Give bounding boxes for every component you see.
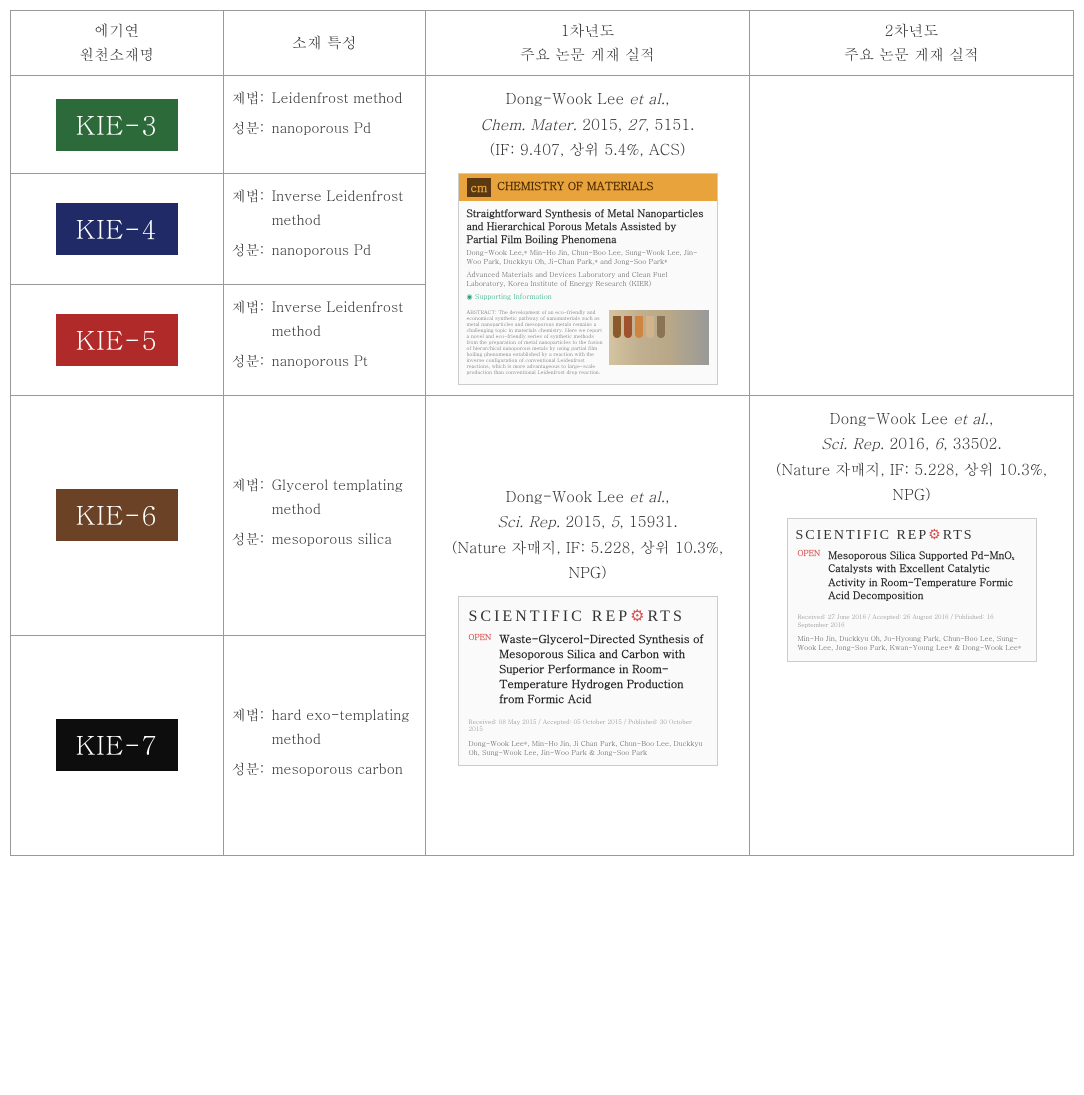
spec-cell: 제법:Glycerol templating method 성분:mesopor… — [223, 395, 425, 635]
paper-thumb-sr1: SCIENTIFIC REP⚙RTS OPEN Waste-Glycerol-D… — [458, 596, 718, 767]
sr-authors: Dong-Wook Lee*, Min-Ho Jin, Ji Chan Park… — [459, 739, 717, 765]
cm-logo-text: CHEMISTRY OF MATERIALS — [497, 180, 653, 194]
paper-abstract: ABSTRACT: The development of an eco-frie… — [467, 310, 605, 376]
spec-method-value: Inverse Leidenfrost method — [272, 295, 417, 343]
paper-abstract-image — [609, 310, 709, 365]
cm-header: cm CHEMISTRY OF MATERIALS — [459, 174, 717, 202]
badge-kie-5: KIE-5 — [56, 314, 178, 366]
pub-year2-bottom: Dong-Wook Lee et al., Sci. Rep. 2016, 6,… — [750, 395, 1074, 855]
spec-component-value: mesoporous silica — [272, 527, 417, 551]
pub-year1-bottom: Dong-Wook Lee et al., Sci. Rep. 2015, 5,… — [426, 395, 750, 855]
paper-affil: Advanced Materials and Devices Laborator… — [459, 270, 717, 292]
citation-3: Dong-Wook Lee et al., Sci. Rep. 2016, 6,… — [758, 406, 1065, 508]
spec-cell: 제법:hard exo-templating method 성분:mesopor… — [223, 635, 425, 855]
vials-graphic — [613, 316, 665, 338]
spec-component-label: 성분: — [232, 238, 272, 262]
cm-logo-icon: cm — [467, 178, 492, 198]
spec-method-label: 제법: — [232, 473, 272, 521]
header-material: 에기연 원천소재명 — [11, 11, 224, 76]
sr-brand: SCIENTIFIC REP⚙RTS — [459, 597, 717, 634]
material-badge-cell: KIE-4 — [11, 174, 224, 285]
open-access-badge: OPEN — [798, 549, 821, 603]
header-spec: 소재 특성 — [223, 11, 425, 76]
sr-meta: Received: 27 June 2016 / Accepted: 26 Au… — [788, 613, 1036, 635]
spec-cell: 제법:Inverse Leidenfrost method 성분:nanopor… — [223, 285, 425, 396]
gear-icon: ⚙ — [630, 608, 647, 625]
spec-method-value: Inverse Leidenfrost method — [272, 184, 417, 232]
badge-kie-7: KIE-7 — [56, 719, 178, 771]
paper-thumb-sr2: SCIENTIFIC REP⚙RTS OPEN Mesoporous Silic… — [787, 518, 1037, 662]
spec-component-label: 성분: — [232, 349, 272, 373]
spec-component-label: 성분: — [232, 116, 272, 140]
badge-kie-3: KIE-3 — [56, 99, 178, 151]
paper-title: Straightforward Synthesis of Metal Nanop… — [459, 201, 717, 248]
sr-meta: Received: 08 May 2015 / Accepted: 05 Oct… — [459, 718, 717, 740]
gear-icon: ⚙ — [928, 528, 943, 543]
material-badge-cell: KIE-5 — [11, 285, 224, 396]
sr-paper-title: Waste-Glycerol-Directed Synthesis of Mes… — [499, 633, 706, 707]
spec-cell: 제법:Leidenfrost method 성분:nanoporous Pd — [223, 76, 425, 174]
badge-kie-6: KIE-6 — [56, 489, 178, 541]
spec-method-value: Glycerol templating method — [272, 473, 417, 521]
sr-brand: SCIENTIFIC REP⚙RTS — [788, 519, 1036, 549]
spec-component-label: 성분: — [232, 757, 272, 781]
citation-2: Dong-Wook Lee et al., Sci. Rep. 2015, 5,… — [434, 484, 741, 586]
citation-1: Dong-Wook Lee et al., Chem. Mater. 2015,… — [434, 86, 741, 163]
spec-method-label: 제법: — [232, 703, 272, 751]
header-row: 에기연 원천소재명 소재 특성 1차년도 주요 논문 게재 실적 2차년도 주요… — [11, 11, 1074, 76]
table-row: KIE-6 제법:Glycerol templating method 성분:m… — [11, 395, 1074, 635]
paper-authors: Dong-Wook Lee,* Min-Ho Jin, Chun-Boo Lee… — [459, 248, 717, 270]
paper-thumb-cm: cm CHEMISTRY OF MATERIALS Straightforwar… — [458, 173, 718, 385]
sr-paper-title: Mesoporous Silica Supported Pd-MnOₓ Cata… — [828, 549, 1025, 603]
material-badge-cell: KIE-3 — [11, 76, 224, 174]
spec-component-label: 성분: — [232, 527, 272, 551]
spec-cell: 제법:Inverse Leidenfrost method 성분:nanopor… — [223, 174, 425, 285]
header-year2: 2차년도 주요 논문 게재 실적 — [750, 11, 1074, 76]
materials-table: 에기연 원천소재명 소재 특성 1차년도 주요 논문 게재 실적 2차년도 주요… — [10, 10, 1074, 856]
spec-component-value: mesoporous carbon — [272, 757, 417, 781]
spec-component-value: nanoporous Pd — [272, 116, 417, 140]
table-row: KIE-3 제법:Leidenfrost method 성분:nanoporou… — [11, 76, 1074, 174]
pub-year2-top-empty — [750, 76, 1074, 396]
header-year1: 1차년도 주요 논문 게재 실적 — [426, 11, 750, 76]
spec-component-value: nanoporous Pt — [272, 349, 417, 373]
paper-supporting: ◉ Supporting Information — [459, 292, 717, 305]
spec-method-label: 제법: — [232, 295, 272, 343]
spec-component-value: nanoporous Pd — [272, 238, 417, 262]
spec-method-value: Leidenfrost method — [272, 86, 417, 110]
material-badge-cell: KIE-7 — [11, 635, 224, 855]
spec-method-label: 제법: — [232, 86, 272, 110]
spec-method-label: 제법: — [232, 184, 272, 232]
open-access-badge: OPEN — [469, 633, 492, 707]
material-badge-cell: KIE-6 — [11, 395, 224, 635]
spec-method-value: hard exo-templating method — [272, 703, 417, 751]
sr-authors: Min-Ho Jin, Duckkyu Oh, Ju-Hyoung Park, … — [788, 634, 1036, 660]
badge-kie-4: KIE-4 — [56, 203, 178, 255]
pub-year1-top: Dong-Wook Lee et al., Chem. Mater. 2015,… — [426, 76, 750, 396]
